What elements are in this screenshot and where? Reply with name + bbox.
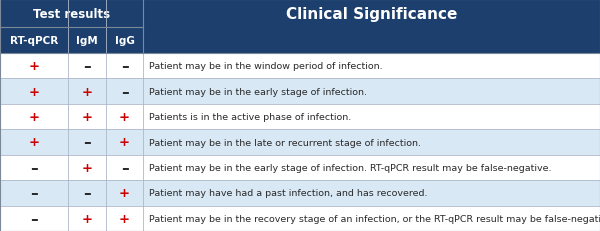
Text: –: – — [83, 59, 91, 74]
Text: –: – — [121, 59, 128, 74]
Bar — [0, 54, 600, 79]
Text: +: + — [81, 212, 92, 225]
Text: +: + — [28, 85, 40, 98]
Text: +: + — [28, 60, 40, 73]
Bar — [0, 130, 600, 155]
Text: +: + — [119, 187, 130, 200]
Text: –: – — [30, 185, 38, 201]
Text: Clinical Significance: Clinical Significance — [286, 6, 457, 21]
Bar — [0, 0, 143, 28]
Text: RT-qPCR: RT-qPCR — [10, 36, 58, 46]
Text: –: – — [83, 135, 91, 150]
Text: Test results: Test results — [33, 7, 110, 20]
Bar — [0, 79, 600, 104]
Bar — [0, 104, 600, 130]
Bar — [0, 206, 600, 231]
Text: +: + — [28, 136, 40, 149]
Text: +: + — [119, 212, 130, 225]
Text: +: + — [119, 111, 130, 124]
Text: –: – — [121, 84, 128, 99]
Text: +: + — [119, 136, 130, 149]
Text: Patient may be in the recovery stage of an infection, or the RT-qPCR result may : Patient may be in the recovery stage of … — [149, 214, 600, 223]
Text: –: – — [30, 160, 38, 175]
Bar — [143, 28, 600, 54]
Bar — [143, 0, 600, 28]
Bar — [0, 28, 68, 54]
Bar — [0, 155, 600, 180]
Text: +: + — [28, 111, 40, 124]
Text: Patient may be in the early stage of infection. RT-qPCR result may be false-nega: Patient may be in the early stage of inf… — [149, 163, 552, 172]
Text: Patients is in the active phase of infection.: Patients is in the active phase of infec… — [149, 112, 352, 122]
Text: –: – — [30, 211, 38, 226]
Text: +: + — [81, 111, 92, 124]
Text: IgM: IgM — [76, 36, 98, 46]
Text: Patient may be in the window period of infection.: Patient may be in the window period of i… — [149, 62, 383, 71]
Text: IgG: IgG — [115, 36, 134, 46]
Text: Patient may be in the early stage of infection.: Patient may be in the early stage of inf… — [149, 87, 367, 96]
Bar — [106, 28, 143, 54]
Text: –: – — [83, 185, 91, 201]
Bar — [68, 28, 106, 54]
Text: Patient may have had a past infection, and has recovered.: Patient may have had a past infection, a… — [149, 188, 428, 198]
Bar — [0, 180, 600, 206]
Text: +: + — [81, 85, 92, 98]
Text: +: + — [81, 161, 92, 174]
Text: –: – — [121, 160, 128, 175]
Text: Patient may be in the late or recurrent stage of infection.: Patient may be in the late or recurrent … — [149, 138, 421, 147]
